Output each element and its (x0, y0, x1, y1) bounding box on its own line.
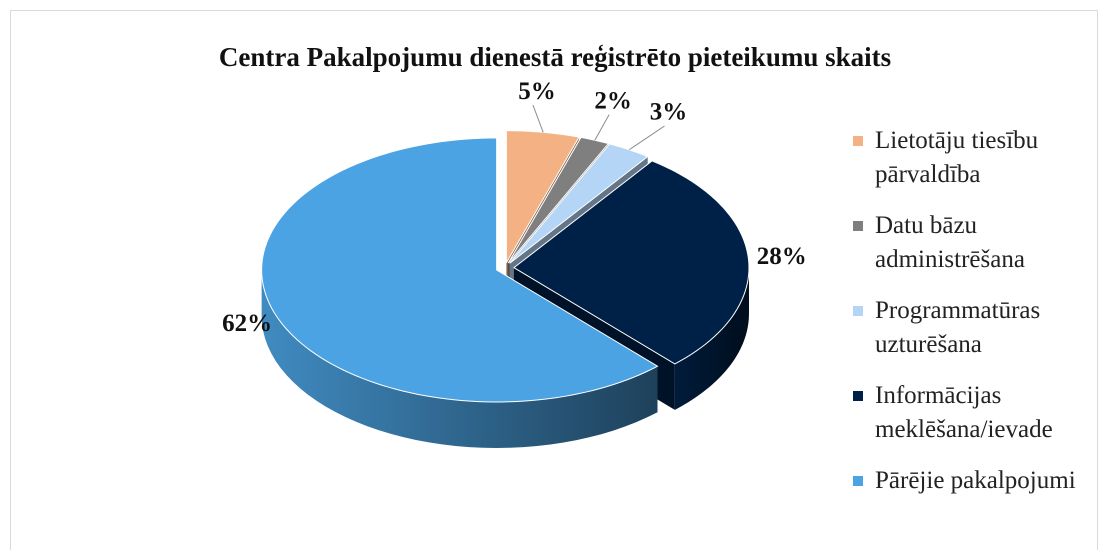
slice (261, 137, 659, 403)
chart: Centra Pakalpojumu dienestā reģistrēto p… (219, 42, 891, 448)
legend-label: Pārējie pakalpojumi (875, 467, 1076, 494)
legend-swatch (853, 476, 863, 486)
data-label: 3% (650, 99, 688, 126)
legend: Lietotāju tiesību pārvaldība Datu bāzu ad… (853, 124, 1103, 498)
legend-swatch (853, 221, 863, 231)
legend-item: Lietotāju tiesību pārvaldība (853, 124, 1103, 192)
legend-item: Datu bāzu administrēšana (853, 209, 1103, 277)
data-label: 2% (594, 87, 632, 114)
chart-title: Centra Pakalpojumu dienestā reģistrēto p… (219, 42, 891, 72)
slice-wall (261, 269, 658, 448)
slice (507, 136, 610, 264)
pie-tops (261, 130, 750, 403)
leader-line (628, 125, 665, 151)
leader-line (532, 104, 544, 133)
slice (509, 143, 649, 264)
legend-swatch (853, 136, 863, 146)
legend-swatch (853, 391, 863, 401)
data-label: 5% (518, 78, 556, 105)
slice (513, 160, 750, 365)
data-label: 28% (757, 243, 807, 270)
legend-item: Informācijas meklēšana/ievade (853, 379, 1103, 447)
legend-label: Datu bāzu administrēšana (875, 212, 1025, 273)
legend-swatch (853, 306, 863, 316)
legend-item: Programmatūras uzturēšana (853, 294, 1103, 362)
legend-label: Programmatūras uzturēšana (875, 297, 1041, 358)
legend-label: Lietotāju tiesību pārvaldība (875, 127, 1039, 188)
slice (505, 130, 580, 265)
page: {"chart_data": {"type": "pie", "title": … (10, 10, 1103, 550)
leader-line (594, 114, 610, 141)
slice-wall (674, 267, 749, 410)
legend-item: Pārējie pakalpojumi (853, 464, 1103, 498)
legend-label: Informācijas meklēšana/ievade (875, 382, 1053, 443)
data-label: 62% (222, 310, 272, 337)
chart-frame (10, 10, 1098, 550)
